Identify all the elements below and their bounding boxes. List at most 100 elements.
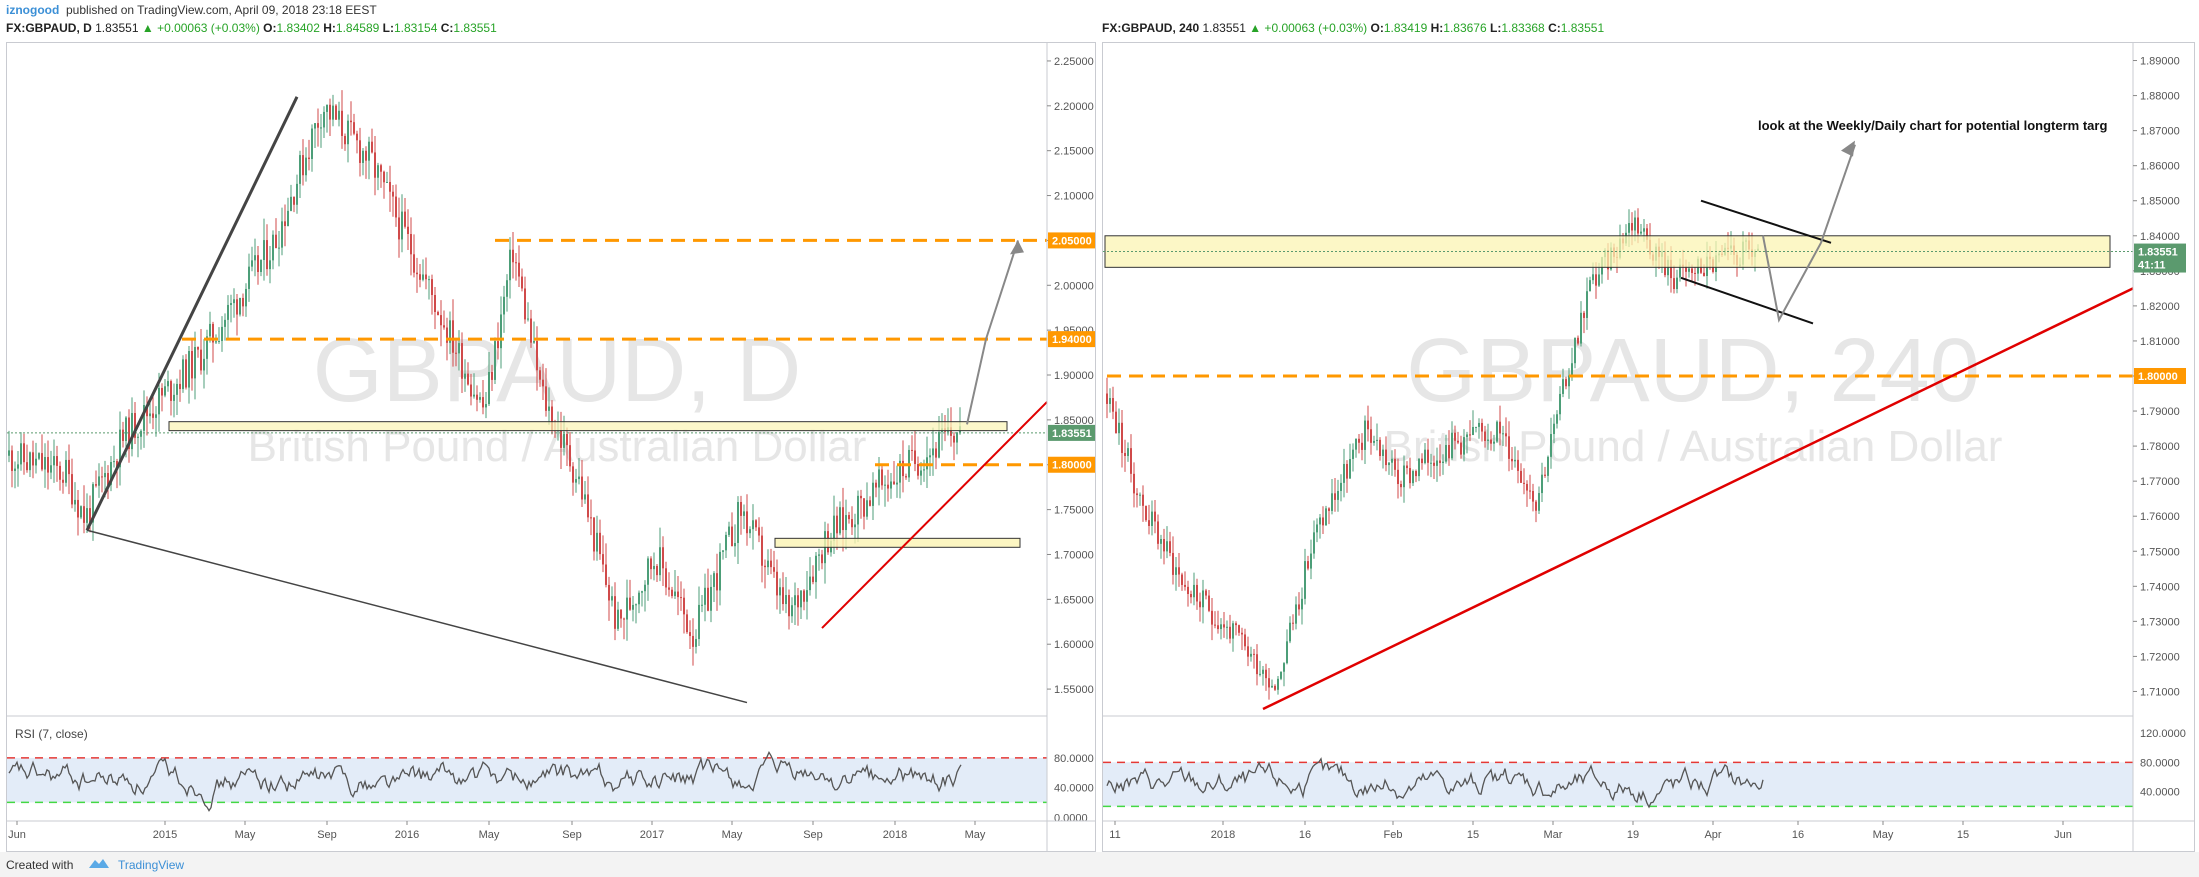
candle-body [455,352,457,354]
chart-annotation[interactable]: look at the Weekly/Daily chart for poten… [1758,118,2107,133]
candle-body [1382,449,1384,456]
candle-body [890,481,892,489]
candle-body [806,590,808,602]
candle-body [917,464,919,476]
o-value: 1.83402 [276,21,320,35]
candle-body [275,234,277,249]
arrow-head [1010,240,1024,255]
projection-arrow [966,240,1019,425]
candle-body [1226,626,1228,628]
rsi-line [8,750,962,812]
candle-body [191,351,193,379]
price-tick-label: 1.85000 [1054,415,1094,427]
candle-body [1217,625,1219,630]
candle-body [680,597,682,599]
candle-body [626,597,628,620]
candle-body [251,260,253,267]
candle-body [938,431,940,458]
candle-body [737,501,739,544]
price-tick-label: 1.73000 [2140,616,2180,628]
candle-body [1388,462,1390,466]
tradingview-logo-icon[interactable] [88,857,110,869]
candle-body [839,507,841,534]
candle-body [548,406,550,411]
candle-body [488,371,490,405]
rsi-tick-label: 80.0000 [1054,753,1094,765]
candle-body [578,476,580,480]
candle-body [518,262,520,277]
time-axis[interactable]: Jun 2015 May Sep 2016 May Sep 2017 May Sep 2018 May [8,821,986,841]
candle-body [1541,474,1543,494]
candle-body [836,515,838,534]
candle-body [1376,439,1378,441]
candle-body [1250,653,1252,657]
time-axis[interactable]: 11 2018 16 Feb 15 Mar 19 Apr 16 May 15 Jun [1109,821,2072,841]
drawings-layer[interactable] [1103,140,2134,711]
candle-body [437,311,439,316]
time-tick-label: 16 [1792,829,1804,841]
projection-path [1762,235,1822,323]
candle-body [893,481,895,485]
candle-body [1532,490,1534,502]
candle-body [119,429,121,468]
candle-body [869,500,871,506]
candle-body [239,297,241,315]
tradingview-link[interactable]: TradingView [118,858,185,872]
candle-body [137,436,139,438]
daily-chart-svg[interactable]: GBPAUD, D British Pound / Australian Dol… [7,43,1095,851]
candle-body [344,135,346,145]
candle-body [410,233,412,255]
candle-body [1151,511,1153,526]
time-tick-label: Mar [1544,829,1563,841]
h4-chart-panel[interactable]: GBPAUD, 240 British Pound / Australian D… [1102,42,2195,852]
candle-body [266,240,268,270]
candle-body [617,609,619,629]
candle-body [1274,685,1276,690]
h-label: H: [1430,21,1444,35]
rsi-pane: 80.0000 40.0000 0.0000 [7,750,1094,824]
author-link[interactable]: iznogood [6,3,60,17]
time-tick-label: 15 [1957,829,1969,841]
candle-body [1451,432,1453,459]
candle-body [1163,539,1165,552]
h4-chart-svg[interactable]: GBPAUD, 240 British Pound / Australian D… [1103,43,2194,851]
c-label: C: [1548,21,1561,35]
daily-chart-panel[interactable]: GBPAUD, D British Pound / Australian Dol… [6,42,1096,852]
publish-header: iznogood published on TradingView.com, A… [0,0,2199,20]
c-value: 1.83551 [453,21,497,35]
candle-body [347,120,349,145]
price-axis[interactable]: 2.25000 2.20000 2.15000 2.10000 2.05000 2.000… [1047,56,1094,696]
price-tick-label: 1.90000 [1054,370,1094,382]
candle-body [1196,584,1198,602]
candle-body [569,445,571,467]
candle-body [452,320,454,353]
time-tick-label: Jun [2054,829,2072,841]
candle-body [425,274,427,280]
candle-body [1160,539,1162,544]
candle-body [341,110,343,136]
candle-body [209,323,211,337]
candle-body [146,405,148,417]
candle-body [713,573,715,587]
candle-body [500,314,502,349]
time-tick-label: 16 [1299,829,1311,841]
candle-body [767,560,769,568]
price-tick-label: 1.84000 [2140,231,2180,243]
candle-body [1637,217,1639,234]
candle-body [1439,460,1441,463]
candle-body [851,519,853,528]
candle-body [245,288,247,307]
drawings-layer[interactable] [7,96,1048,704]
candle-body [833,515,835,541]
candle-body [581,476,583,500]
candle-body [584,494,586,500]
candle-body [1187,586,1189,595]
candle-body [1568,375,1570,387]
candle-body [788,595,790,617]
candle-body [1349,459,1351,479]
l-label: L: [1490,21,1502,35]
candle-body [644,584,646,592]
candle-body [116,461,118,468]
time-tick-label: May [722,829,743,841]
candle-body [365,150,367,161]
